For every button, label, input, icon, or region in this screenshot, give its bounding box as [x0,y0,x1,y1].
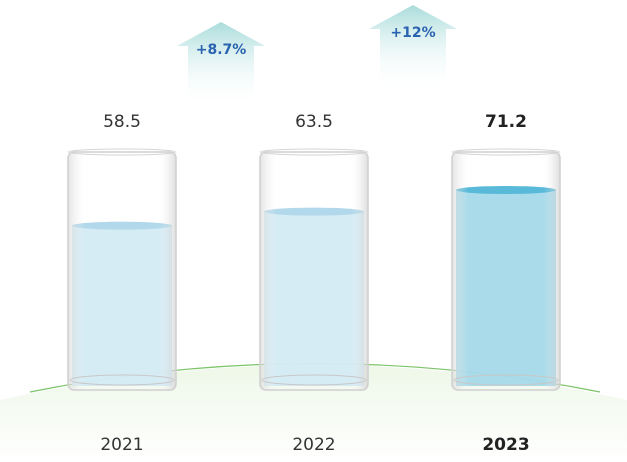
year-label: 2021 [100,435,143,455]
growth-arrow [369,5,457,90]
glass-base [261,374,367,386]
glass-base [69,374,175,386]
glass-base [453,374,559,386]
growth-arrow [177,22,265,107]
year-label: 2023 [482,435,529,455]
value-label: 63.5 [295,112,333,132]
glass-rim [259,148,369,156]
year-label: 2022 [292,435,335,455]
glass [451,151,561,391]
growth-label: +12% [390,25,435,41]
glass-rim [451,148,561,156]
growth-label: +8.7% [196,42,247,58]
glass [67,151,177,391]
glass-rim [67,148,177,156]
glass [259,151,369,391]
value-label: 71.2 [485,112,527,132]
value-label: 58.5 [103,112,141,132]
